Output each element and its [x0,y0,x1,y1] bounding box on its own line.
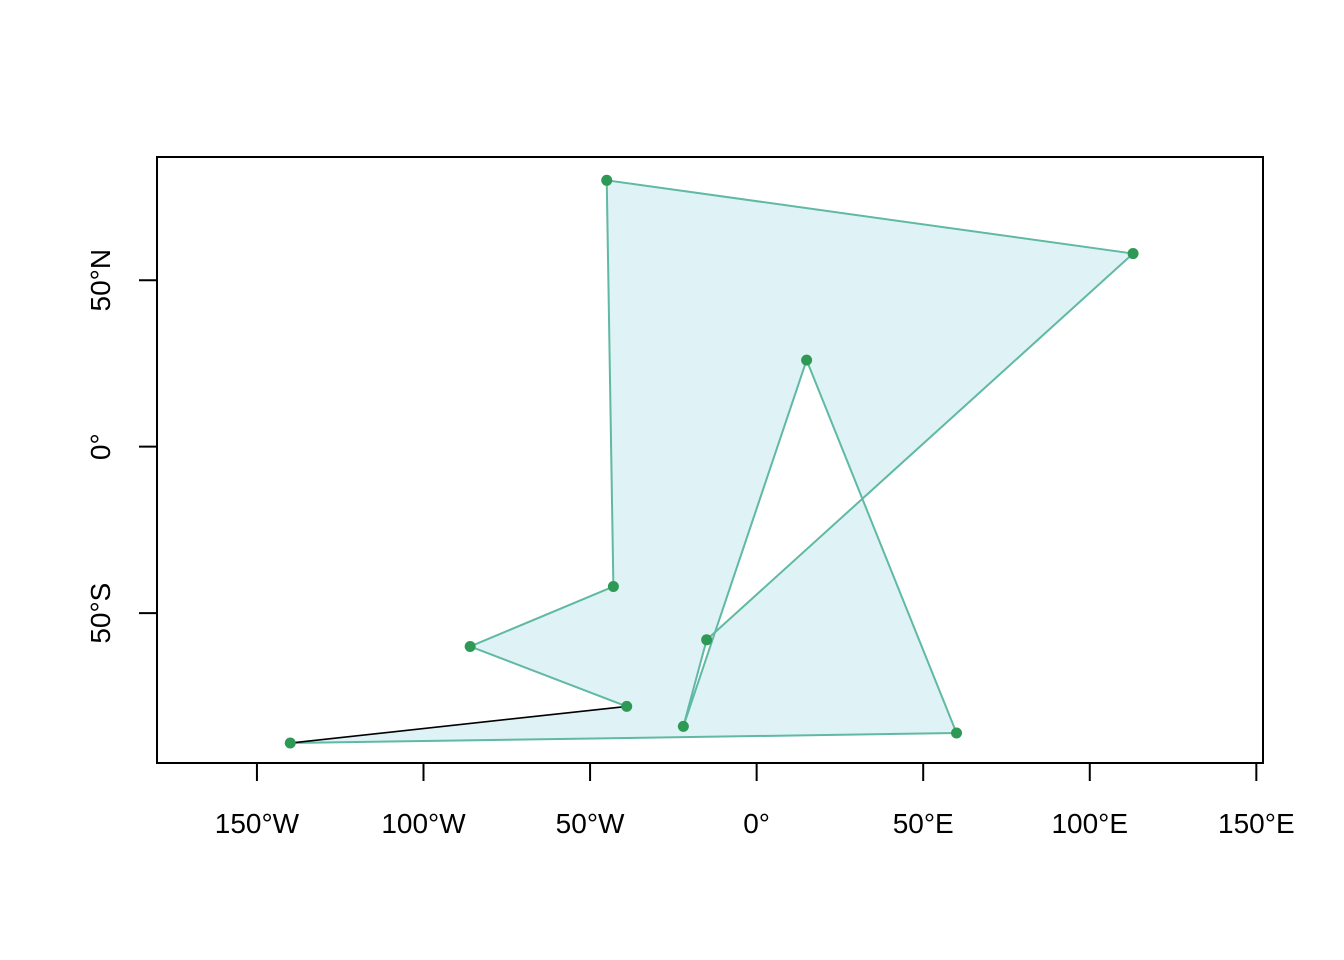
data-point [1127,248,1139,260]
x-tick-label: 50°W [556,808,625,839]
y-tick-label: 50°N [85,249,116,312]
x-tick-label: 100°W [381,808,466,839]
data-point [951,727,963,739]
data-point [607,581,619,593]
polygon-edge [469,645,628,708]
x-tick-label: 0° [743,808,770,839]
points-layer [284,174,1139,749]
data-point [464,640,476,652]
closing-edge [290,705,627,744]
data-point [801,354,813,366]
x-axis: 150°W 100°W 50°W 0° 50°E 100°E 150°E [215,762,1295,839]
polygon-edge [290,732,957,745]
polygon-edge [469,585,614,648]
polygon-edge [805,359,958,734]
polygon-edge [606,179,1134,255]
y-axis: 50°S 0° 50°N [85,249,158,644]
x-tick-label: 150°E [1218,808,1295,839]
y-tick-label: 50°S [85,583,116,644]
x-tick-label: 50°E [893,808,954,839]
data-point [621,700,633,712]
data-point [701,634,713,646]
data-point [284,737,296,749]
polygon-edge [605,180,615,587]
x-tick-label: 150°W [215,808,300,839]
polygon-layer [290,179,1134,745]
data-point [601,174,613,186]
polygon-edge [682,359,808,727]
polygon-edge [682,639,708,727]
data-point [677,720,689,732]
x-tick-label: 100°E [1051,808,1128,839]
y-tick-label: 0° [85,433,116,460]
polygon-edge [705,252,1134,641]
polygon-fill [290,180,1134,744]
